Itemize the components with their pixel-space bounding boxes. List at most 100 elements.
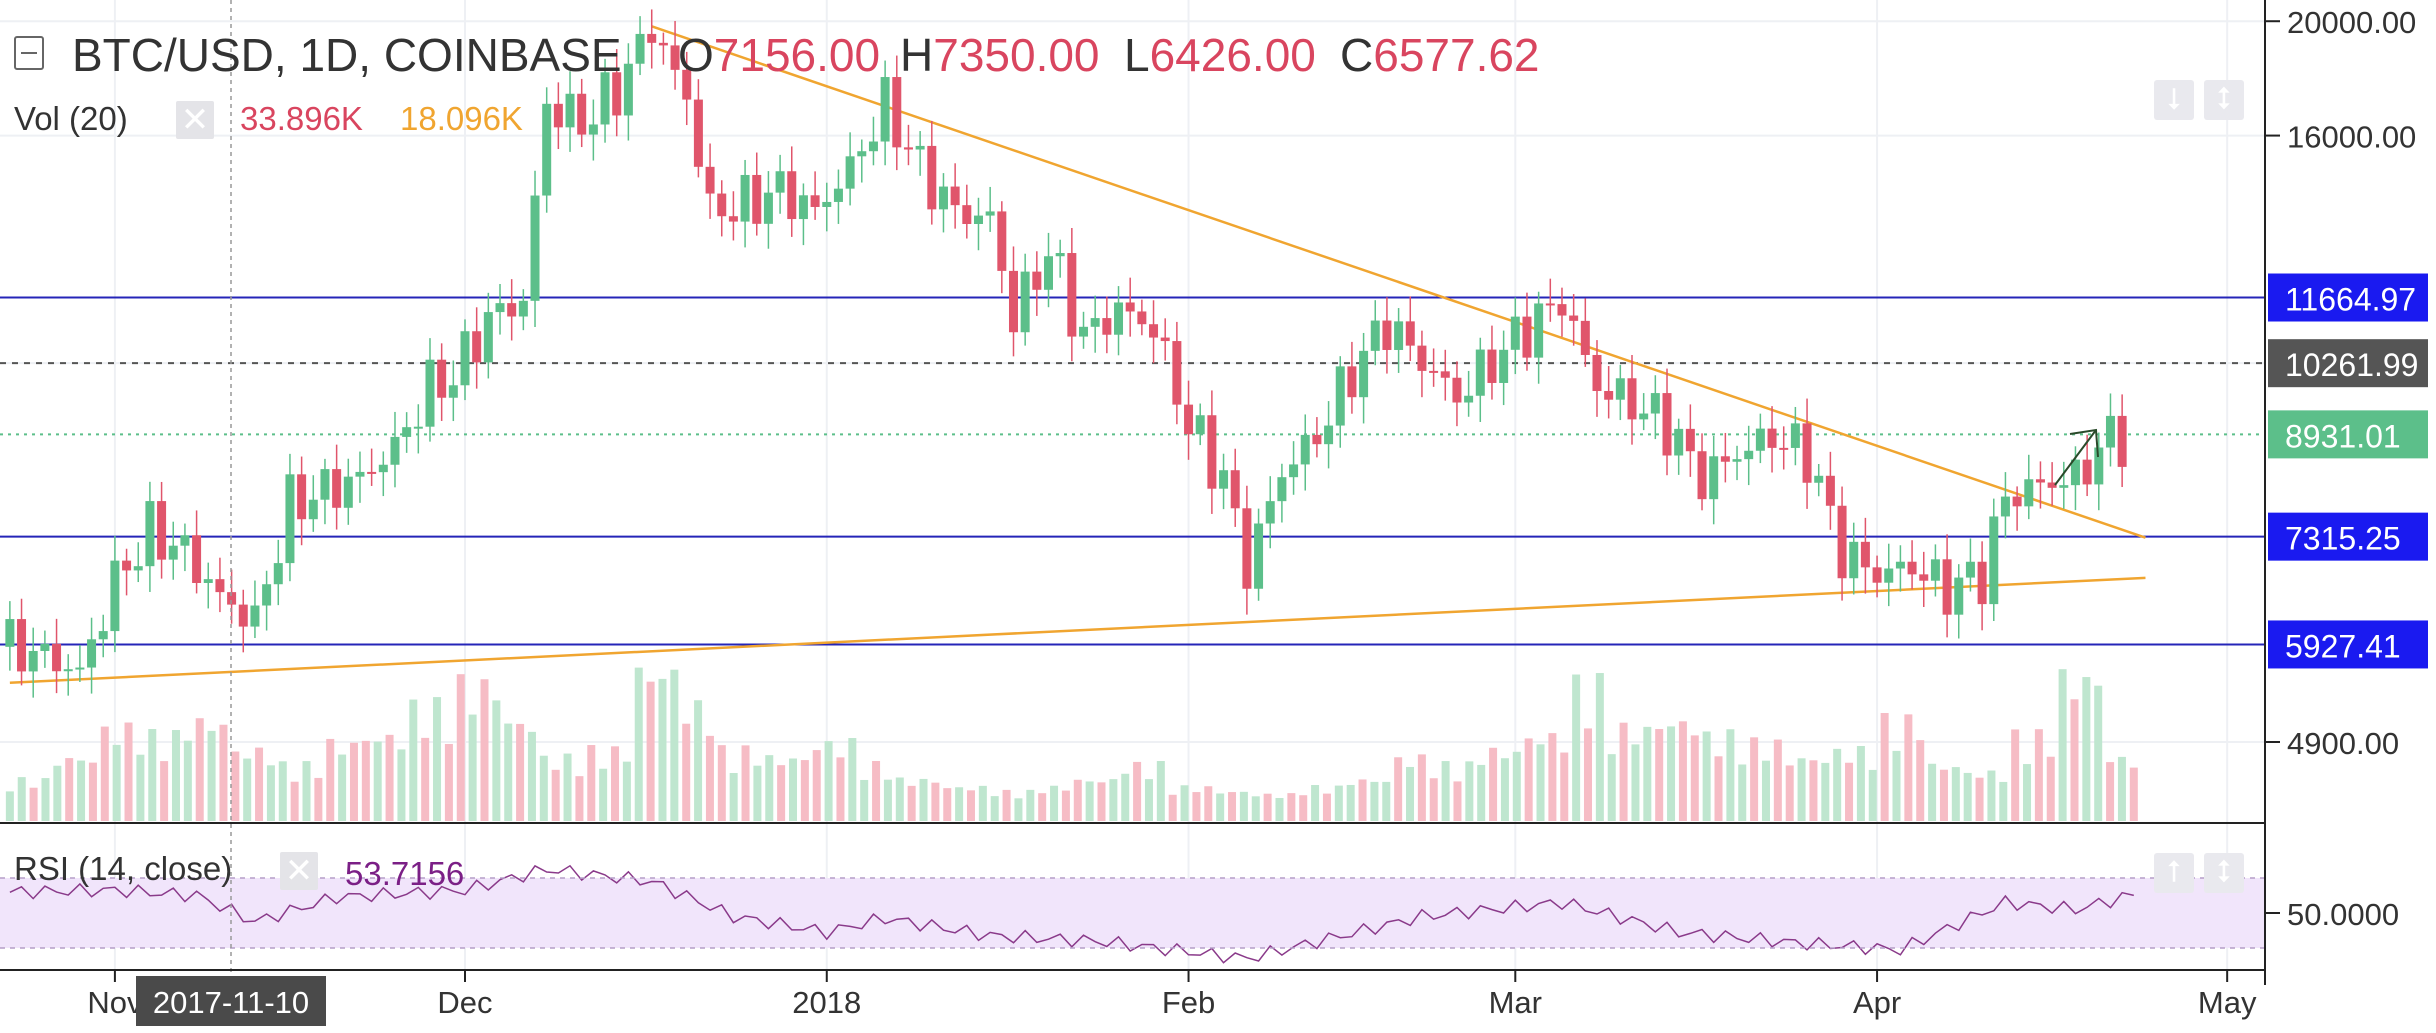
candle-body <box>892 77 902 148</box>
candle-body <box>670 45 680 70</box>
candle-body <box>787 171 797 220</box>
volume-bar <box>1429 778 1438 821</box>
candle-body <box>1032 271 1042 290</box>
volume-bar <box>1524 738 1533 821</box>
volume-bar <box>17 777 26 821</box>
maximize-pane-icon[interactable]: ⭥ <box>2204 80 2244 120</box>
volume-bar <box>682 723 691 821</box>
volume-bar <box>1797 758 1806 821</box>
rsi-line <box>0 864 2265 964</box>
candle-body <box>530 195 540 301</box>
volume-bar <box>611 746 620 821</box>
volume-bar <box>527 731 536 821</box>
candle-body <box>308 499 318 520</box>
candle-body <box>1172 341 1182 405</box>
volume-bar <box>1845 762 1854 821</box>
candle-body <box>472 331 482 363</box>
candle-body <box>857 151 867 157</box>
ohlc-open: O7156.00 <box>678 28 880 82</box>
level-tag-label: 11664.97 <box>2285 282 2416 318</box>
volume-bar <box>1999 781 2008 821</box>
volume-bar <box>705 735 714 821</box>
volume-bar <box>1821 762 1830 821</box>
volume-bar <box>729 773 738 821</box>
candle-body <box>1732 459 1742 462</box>
candle-body <box>1604 391 1614 400</box>
candle-body <box>1207 415 1217 489</box>
volume-bar <box>1702 731 1711 821</box>
volume-bar <box>717 745 726 821</box>
volume-bar <box>1014 798 1023 821</box>
candle-body <box>1662 393 1672 456</box>
volume-bar <box>2070 699 2079 821</box>
volume-bar <box>1144 779 1153 821</box>
volume-bar <box>29 787 38 821</box>
volume-bar <box>1868 769 1877 821</box>
close-rsi-icon[interactable]: ✕ <box>280 852 318 890</box>
candle-body <box>903 147 913 150</box>
volume-bar <box>1358 779 1367 821</box>
volume-bar <box>53 765 62 821</box>
volume-bar <box>1334 785 1343 821</box>
close-volume-icon[interactable]: ✕ <box>176 101 214 139</box>
volume-label: Vol (20) <box>14 100 128 137</box>
candle-body <box>343 476 353 508</box>
candle-body <box>810 195 820 207</box>
rsi-move-up-icon[interactable]: ⭡ <box>2154 853 2194 893</box>
candle-body <box>1090 318 1100 327</box>
rsi-value: 53.7156 <box>345 855 465 892</box>
candle-body <box>192 535 202 583</box>
volume-bar <box>326 738 335 821</box>
candle-body <box>1195 415 1205 435</box>
volume-bar <box>800 760 809 821</box>
rsi-tick-label: 50.0000 <box>2287 897 2399 932</box>
volume-bar <box>1370 781 1379 821</box>
collapse-icon[interactable] <box>14 36 44 70</box>
candle-body <box>1370 320 1380 351</box>
volume-bar <box>77 760 86 821</box>
candle-body <box>1522 316 1532 358</box>
candle-body <box>1079 326 1089 337</box>
volume-bar <box>207 730 216 821</box>
volume-bar <box>1904 714 1913 821</box>
candle-body <box>1569 315 1579 321</box>
volume-bar <box>1311 785 1320 821</box>
volume-bar <box>1560 752 1569 821</box>
volume-bar <box>1809 760 1818 821</box>
volume-bar <box>1916 740 1925 821</box>
candle-body <box>5 619 15 647</box>
rsi-maximize-icon[interactable]: ⭥ <box>2204 853 2244 893</box>
candle-body <box>1242 508 1252 589</box>
time-tick-label: Dec <box>437 985 492 1020</box>
volume-bar <box>1583 728 1592 821</box>
volume-bar <box>231 751 240 821</box>
volume-bar <box>302 761 311 821</box>
candle-body <box>402 427 412 437</box>
candle-body <box>600 72 610 125</box>
candle-body <box>1149 324 1159 338</box>
candle-body <box>1639 413 1649 420</box>
time-tick-label: May <box>2198 985 2257 1020</box>
candle-body <box>717 193 727 217</box>
volume-bar <box>1761 760 1770 821</box>
open-value: 7156.00 <box>713 29 881 81</box>
candle-body <box>122 560 132 571</box>
candle-body <box>1592 354 1602 392</box>
candle-body <box>2059 485 2069 488</box>
horizontal-levels <box>0 296 2265 646</box>
candle-body <box>577 93 587 135</box>
volume-bar <box>883 779 892 821</box>
volume-bar <box>1714 756 1723 821</box>
volume-bar <box>112 744 121 821</box>
time-tick-label: Feb <box>1162 985 1215 1020</box>
candle-body <box>17 619 27 672</box>
volume-bar <box>314 777 323 821</box>
scroll-down-icon[interactable]: ⭣ <box>2154 80 2194 120</box>
candle-body <box>448 385 458 398</box>
candle-body <box>320 469 330 500</box>
ohlc-close: C6577.62 <box>1340 28 1540 82</box>
candle-body <box>98 631 108 640</box>
volume-bar <box>1180 785 1189 821</box>
volume-bar <box>421 737 430 821</box>
